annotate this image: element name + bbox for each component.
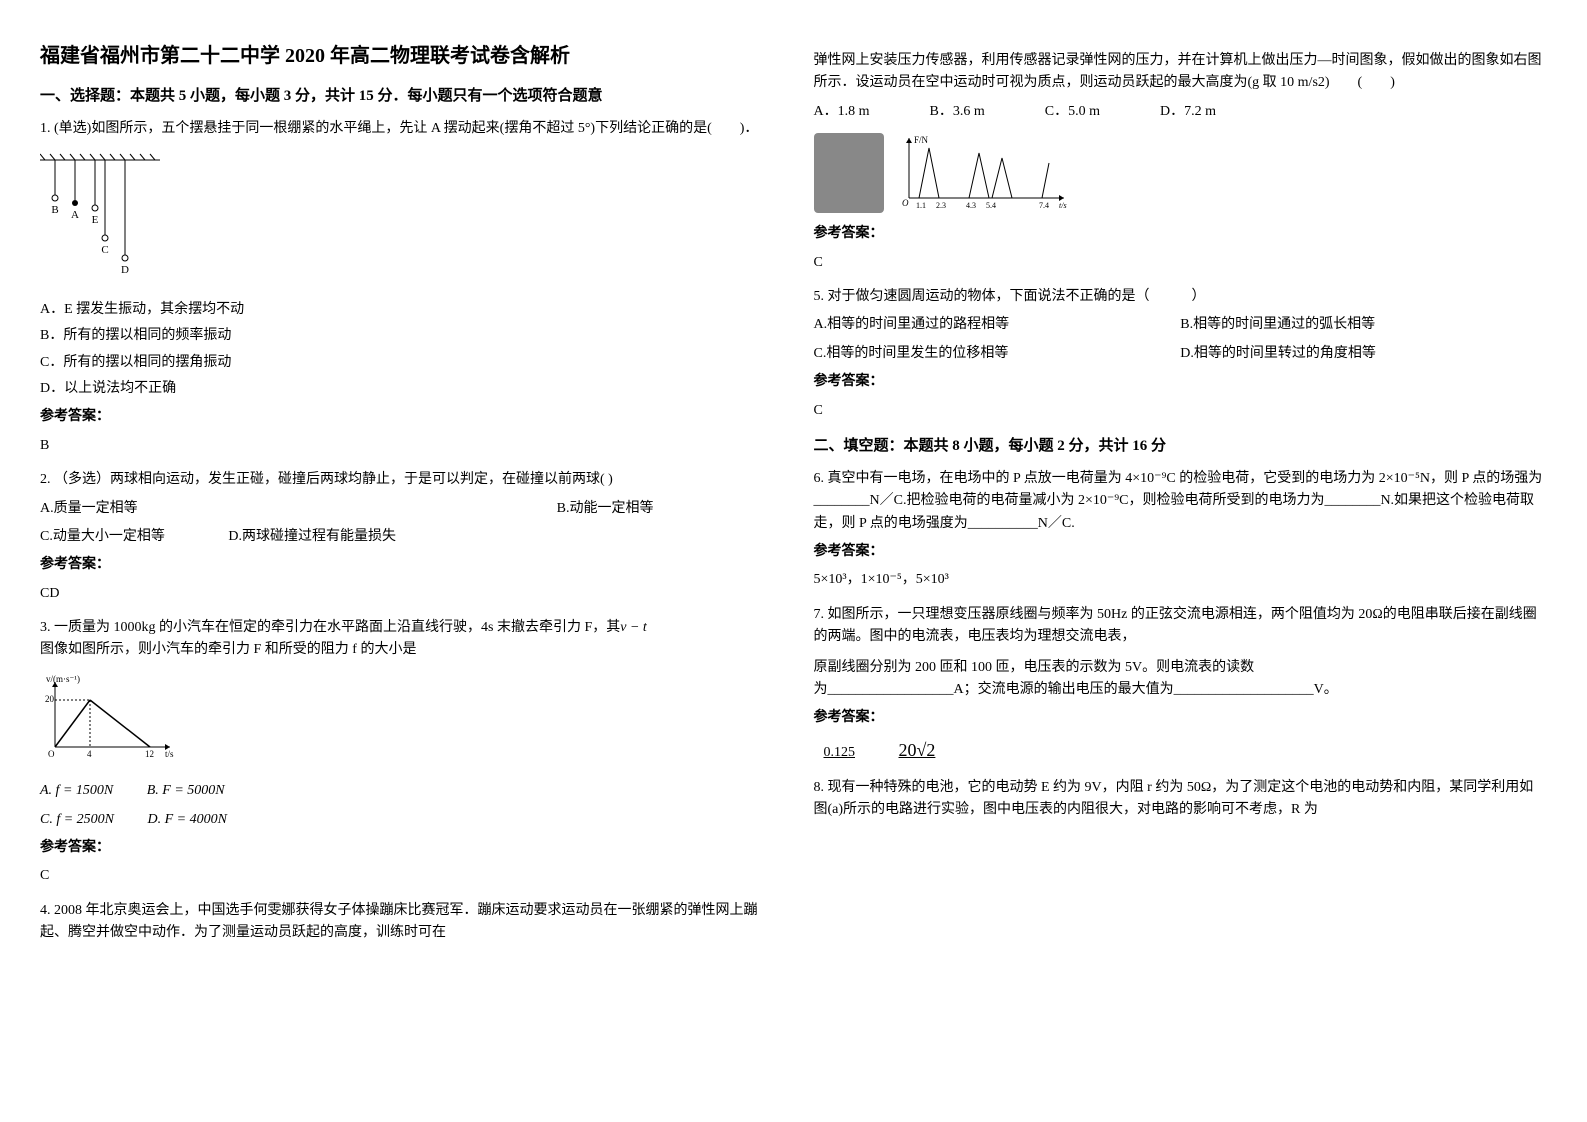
question-1: 1. (单选)如图所示，五个摆悬挂于同一根绷紧的水平绳上，先让 A 摆动起来(摆… xyxy=(40,118,774,457)
section1-header: 一、选择题：本题共 5 小题，每小题 3 分，共计 15 分．每小题只有一个选项… xyxy=(40,84,774,108)
q5-answer-label: 参考答案： xyxy=(814,371,1548,393)
q1-optD: D．以上说法均不正确 xyxy=(40,378,774,400)
question-4-part1: 4. 2008 年北京奥运会上，中国选手何雯娜获得女子体操蹦床比赛冠军．蹦床运动… xyxy=(40,900,774,945)
q3-optB: B. F = 5000N xyxy=(147,783,225,798)
q5-optD: D.相等的时间里转过的角度相等 xyxy=(1180,343,1547,365)
q3-answer-label: 参考答案： xyxy=(40,837,774,859)
q6-answer: 5×10³，1×10⁻⁵，5×10³ xyxy=(814,569,1548,591)
q4-optB: B．3.6 m xyxy=(930,101,985,123)
pendulum-label-C: C xyxy=(101,244,108,256)
q6-answer-label: 参考答案： xyxy=(814,541,1548,563)
question-4-part2: 弹性网上安装压力传感器，利用传感器记录弹性网的压力，并在计算机上做出压力—时间图… xyxy=(814,50,1548,274)
q1-answer: B xyxy=(40,435,774,457)
pendulum-figure: B A E C D xyxy=(40,150,774,288)
q3-text2: 图像如图所示，则小汽车的牵引力 F 和所受的阻力 f 的大小是 xyxy=(40,639,774,661)
q5-text: 5. 对于做匀速圆周运动的物体，下面说法不正确的是（ ） xyxy=(814,286,1548,308)
q3-optD: D. F = 4000N xyxy=(148,812,227,827)
force-xlabel: t/s xyxy=(1059,201,1067,210)
section2-header: 二、填空题：本题共 8 小题，每小题 2 分，共计 16 分 xyxy=(814,434,1548,458)
q2-answer: CD xyxy=(40,583,774,605)
pendulum-label-D: D xyxy=(121,264,129,276)
q1-answer-label: 参考答案： xyxy=(40,406,774,428)
sensor-figure: F/N O 1.1 2.3 4.3 5.4 7.4 t/s xyxy=(814,133,1548,213)
q3-answer: C xyxy=(40,865,774,887)
q7-text3: 为__________________A；交流电源的输出电压的最大值为_____… xyxy=(814,679,1548,701)
q1-text: 1. (单选)如图所示，五个摆悬挂于同一根绷紧的水平绳上，先让 A 摆动起来(摆… xyxy=(40,118,774,140)
xtick-1: 2.3 xyxy=(936,201,946,210)
q2-optD: D.两球碰撞过程有能量损失 xyxy=(228,529,396,544)
right-column: 弹性网上安装压力传感器，利用传感器记录弹性网的压力，并在计算机上做出压力—时间图… xyxy=(814,40,1548,955)
q2-text: 2. （多选）两球相向运动，发生正碰，碰撞后两球均静止，于是可以判定，在碰撞以前… xyxy=(40,469,774,491)
q3-optA: A. f = 1500N xyxy=(40,783,113,798)
q5-optC: C.相等的时间里发生的位移相等 xyxy=(814,343,1181,365)
question-5: 5. 对于做匀速圆周运动的物体，下面说法不正确的是（ ） A.相等的时间里通过的… xyxy=(814,286,1548,422)
q4-answer: C xyxy=(814,252,1548,274)
q1-optA: A．E 摆发生振动，其余摆均不动 xyxy=(40,299,774,321)
question-3: 3. 一质量为 1000kg 的小汽车在恒定的牵引力在水平路面上沿直线行驶，4s… xyxy=(40,617,774,888)
xtick-0: 1.1 xyxy=(916,201,926,210)
q3-optC: C. f = 2500N xyxy=(40,812,114,827)
vt-xlabel: t/s xyxy=(165,749,174,759)
question-6: 6. 真空中有一电场，在电场中的 P 点放一电荷量为 4×10⁻⁹C 的检验电荷… xyxy=(814,468,1548,592)
q4-optC: C．5.0 m xyxy=(1045,101,1100,123)
svg-text:O: O xyxy=(902,198,909,208)
q4-answer-label: 参考答案： xyxy=(814,223,1548,245)
question-8: 8. 现有一种特殊的电池，它的电动势 E 约为 9V，内阻 r 约为 50Ω，为… xyxy=(814,777,1548,822)
q5-answer: C xyxy=(814,400,1548,422)
q2-answer-label: 参考答案： xyxy=(40,554,774,576)
exam-page: 福建省福州市第二十二中学 2020 年高二物理联考试卷含解析 一、选择题：本题共… xyxy=(40,40,1547,955)
q7-answer2: 20√2 xyxy=(889,740,946,760)
q1-optB: B．所有的摆以相同的频率振动 xyxy=(40,325,774,347)
force-ylabel: F/N xyxy=(914,135,929,145)
q5-optB: B.相等的时间里通过的弧长相等 xyxy=(1180,314,1547,336)
xtick-3: 5.4 xyxy=(986,201,996,210)
pendulum-label-E: E xyxy=(92,214,99,226)
q6-text: 6. 真空中有一电场，在电场中的 P 点放一电荷量为 4×10⁻⁹C 的检验电荷… xyxy=(814,468,1548,535)
question-7: 7. 如图所示，一只理想变压器原线圈与频率为 50Hz 的正弦交流电源相连，两个… xyxy=(814,604,1548,765)
vt-x1: 4 xyxy=(87,749,92,759)
q7-text: 7. 如图所示，一只理想变压器原线圈与频率为 50Hz 的正弦交流电源相连，两个… xyxy=(814,604,1548,649)
exam-title: 福建省福州市第二十二中学 2020 年高二物理联考试卷含解析 xyxy=(40,40,774,72)
q2-optB: B.动能一定相等 xyxy=(557,498,654,520)
q8-text: 8. 现有一种特殊的电池，它的电动势 E 约为 9V，内阻 r 约为 50Ω，为… xyxy=(814,777,1548,822)
trampoline-photo xyxy=(814,133,884,213)
q4-optA: A．1.8 m xyxy=(814,101,870,123)
q7-text2: 原副线圈分别为 200 匝和 100 匝，电压表的示数为 5V。则电流表的读数 xyxy=(814,657,1548,679)
q4-text-right: 弹性网上安装压力传感器，利用传感器记录弹性网的压力，并在计算机上做出压力—时间图… xyxy=(814,50,1548,95)
q1-optC: C．所有的摆以相同的摆角振动 xyxy=(40,352,774,374)
left-column: 福建省福州市第二十二中学 2020 年高二物理联考试卷含解析 一、选择题：本题共… xyxy=(40,40,774,955)
q7-answer-label: 参考答案： xyxy=(814,707,1548,729)
xtick-4: 7.4 xyxy=(1039,201,1049,210)
q2-optA: A.质量一定相等 xyxy=(40,498,138,520)
pendulum-label-A: A xyxy=(71,209,79,221)
vt-ymax: 20 xyxy=(45,694,55,704)
vt-x2: 12 xyxy=(145,749,154,759)
q7-answer: 0.125 20√2 xyxy=(814,736,1548,765)
vt-graph-figure: v/(m·s⁻¹) 20 O 4 12 t/s xyxy=(40,672,774,770)
q4-text: 4. 2008 年北京奥运会上，中国选手何雯娜获得女子体操蹦床比赛冠军．蹦床运动… xyxy=(40,900,774,945)
q5-optA: A.相等的时间里通过的路程相等 xyxy=(814,314,1181,336)
pendulum-label-B: B xyxy=(51,204,58,216)
vt-ylabel: v/(m·s⁻¹) xyxy=(46,674,80,684)
q7-answer1: 0.125 xyxy=(814,745,866,760)
q4-optD: D．7.2 m xyxy=(1160,101,1216,123)
xtick-2: 4.3 xyxy=(966,201,976,210)
question-2: 2. （多选）两球相向运动，发生正碰，碰撞后两球均静止，于是可以判定，在碰撞以前… xyxy=(40,469,774,605)
q2-optC: C.动量大小一定相等 xyxy=(40,529,165,544)
svg-text:O: O xyxy=(48,749,55,759)
q3-text: 3. 一质量为 1000kg 的小汽车在恒定的牵引力在水平路面上沿直线行驶，4s… xyxy=(40,617,774,639)
